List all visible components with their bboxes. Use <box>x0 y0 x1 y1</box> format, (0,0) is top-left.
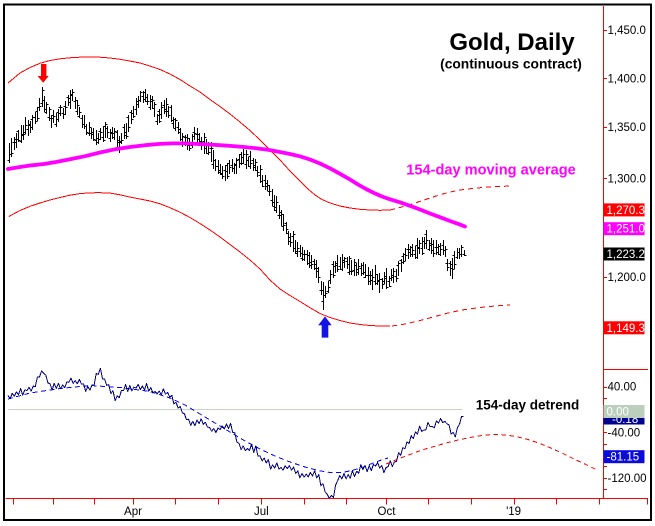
svg-text:Gold, Daily: Gold, Daily <box>449 29 575 56</box>
svg-text:1,251.0: 1,251.0 <box>607 224 645 236</box>
svg-text:1,350.0: 1,350.0 <box>608 122 646 134</box>
svg-text:Apr: Apr <box>124 506 142 518</box>
svg-text:0.00: 0.00 <box>607 407 629 419</box>
svg-text:1,400.0: 1,400.0 <box>608 74 646 86</box>
svg-text:'19: '19 <box>506 506 521 518</box>
svg-text:1,270.3: 1,270.3 <box>607 205 645 217</box>
svg-text:40.00: 40.00 <box>608 382 637 394</box>
svg-text:1,300.0: 1,300.0 <box>608 174 646 186</box>
svg-text:Jul: Jul <box>254 506 269 518</box>
svg-text:-40.00: -40.00 <box>608 427 641 439</box>
svg-text:154-day moving average: 154-day moving average <box>406 163 576 179</box>
svg-text:-120.00: -120.00 <box>608 473 647 485</box>
svg-text:1,223.2: 1,223.2 <box>607 249 645 261</box>
svg-text:-81.15: -81.15 <box>607 452 640 464</box>
svg-text:154-day detrend: 154-day detrend <box>476 398 580 413</box>
svg-text:Oct: Oct <box>378 506 397 518</box>
svg-text:1,450.0: 1,450.0 <box>608 25 646 37</box>
svg-text:1,200.0: 1,200.0 <box>608 272 646 284</box>
svg-text:1,149.3: 1,149.3 <box>607 323 645 335</box>
svg-text:(continuous contract): (continuous contract) <box>440 57 582 72</box>
